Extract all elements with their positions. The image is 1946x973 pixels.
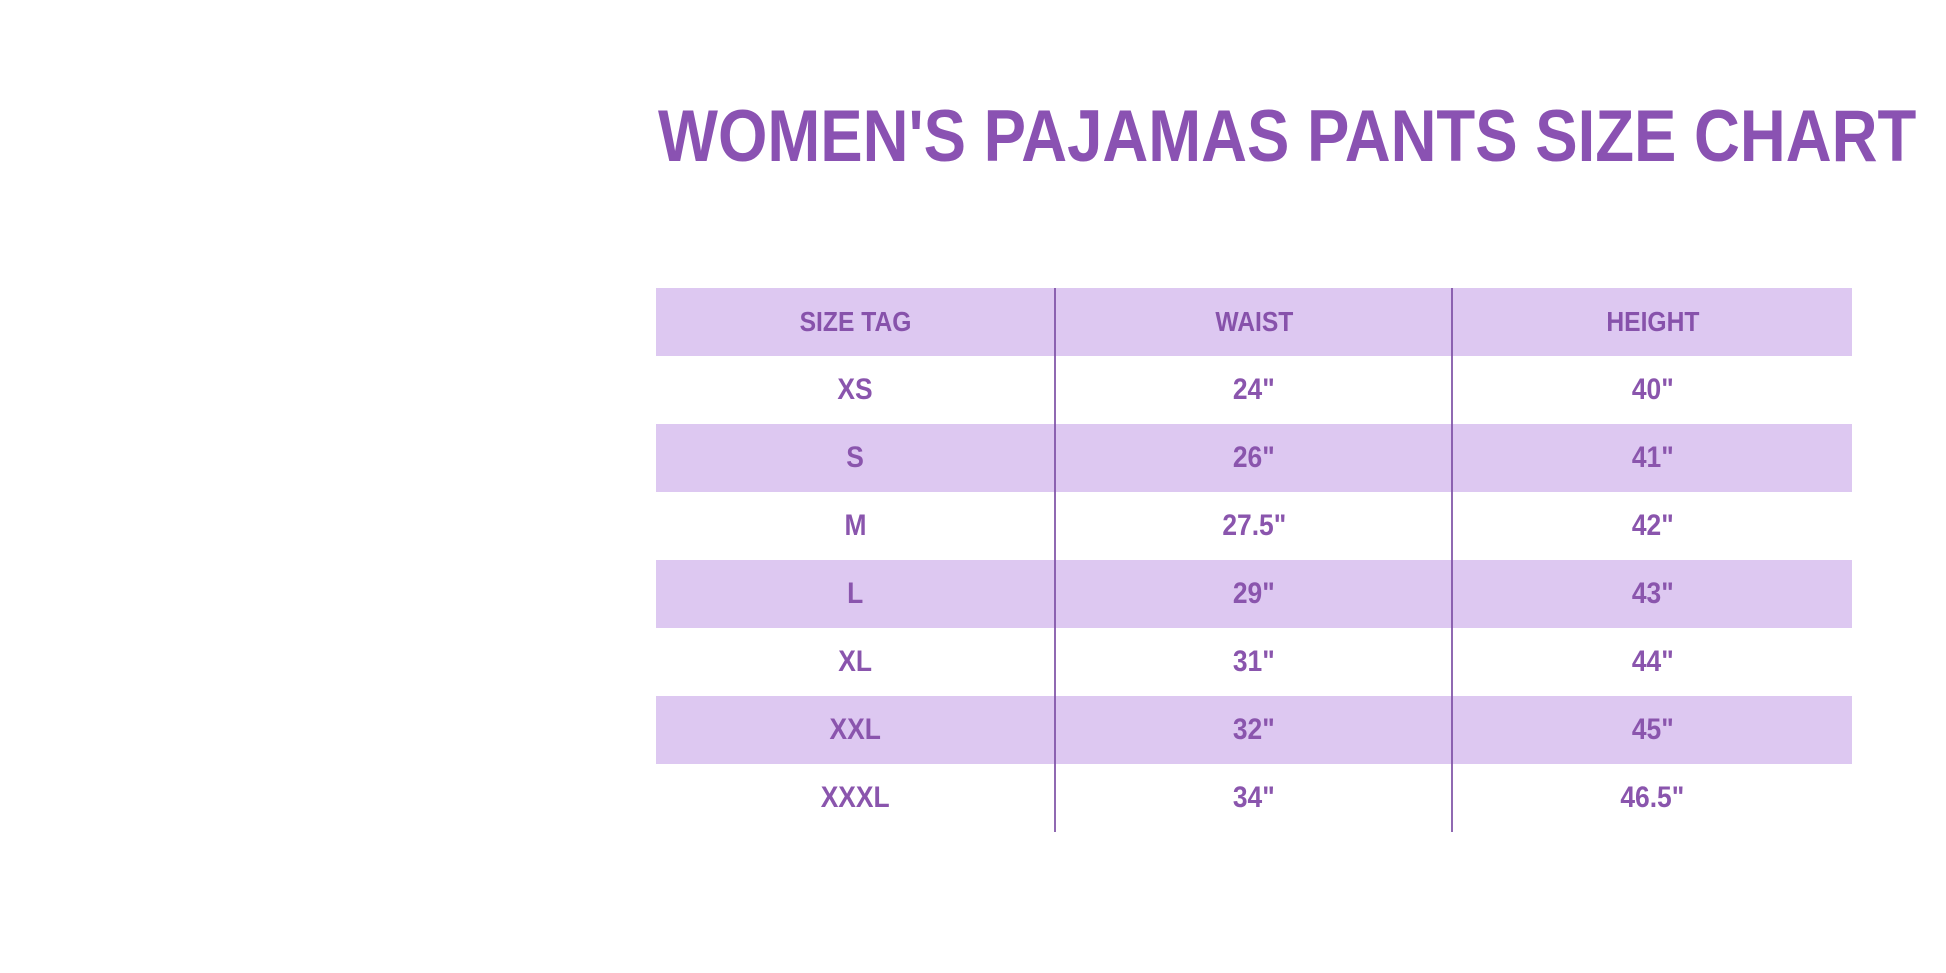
cell-waist: 31" [1233,645,1275,678]
header-cell-waist: WAIST [1214,306,1294,337]
column-divider-2 [1451,288,1453,832]
cell-height: 41" [1631,441,1674,474]
cell-waist: 29" [1233,577,1275,610]
cell-waist: 34" [1233,781,1275,814]
cell-height: 44" [1631,645,1674,678]
table-row-s: S 26" 41" [656,424,1852,492]
cell-waist: 32" [1233,713,1275,746]
page-title: WOMEN'S PAJAMAS PANTS SIZE CHART [658,96,1917,177]
cell-height: 45" [1631,713,1674,746]
cell-size-tag: XS [837,373,873,406]
table-row-l: L 29" 43" [656,560,1852,628]
cell-size-tag: S [846,441,865,474]
cell-height: 43" [1631,577,1674,610]
column-divider-1 [1054,288,1056,832]
table-row-xxxl: XXXL 34" 46.5" [656,764,1852,832]
header-cell-height: HEIGHT [1606,306,1700,337]
cell-size-tag: L [847,577,864,610]
cell-size-tag: XXL [829,713,882,746]
cell-size-tag: M [844,509,867,542]
table-row-xs: XS 24" 40" [656,356,1852,424]
table-row-xl: XL 31" 44" [656,628,1852,696]
table-row-m: M 27.5" 42" [656,492,1852,560]
cell-height: 46.5" [1620,781,1685,814]
header-cell-size-tag: SIZE TAG [799,306,912,337]
cell-size-tag: XXXL [820,781,890,814]
cell-waist: 24" [1233,373,1275,406]
cell-height: 42" [1631,509,1674,542]
cell-height: 40" [1631,373,1674,406]
table-header-row: SIZE TAG WAIST HEIGHT [656,288,1852,356]
table-row-xxl: XXL 32" 45" [656,696,1852,764]
cell-waist: 27.5" [1222,509,1286,542]
cell-waist: 26" [1233,441,1275,474]
size-chart-table: SIZE TAG WAIST HEIGHT XS 24" 40" S 26" 4… [656,288,1852,832]
cell-size-tag: XL [838,645,873,678]
